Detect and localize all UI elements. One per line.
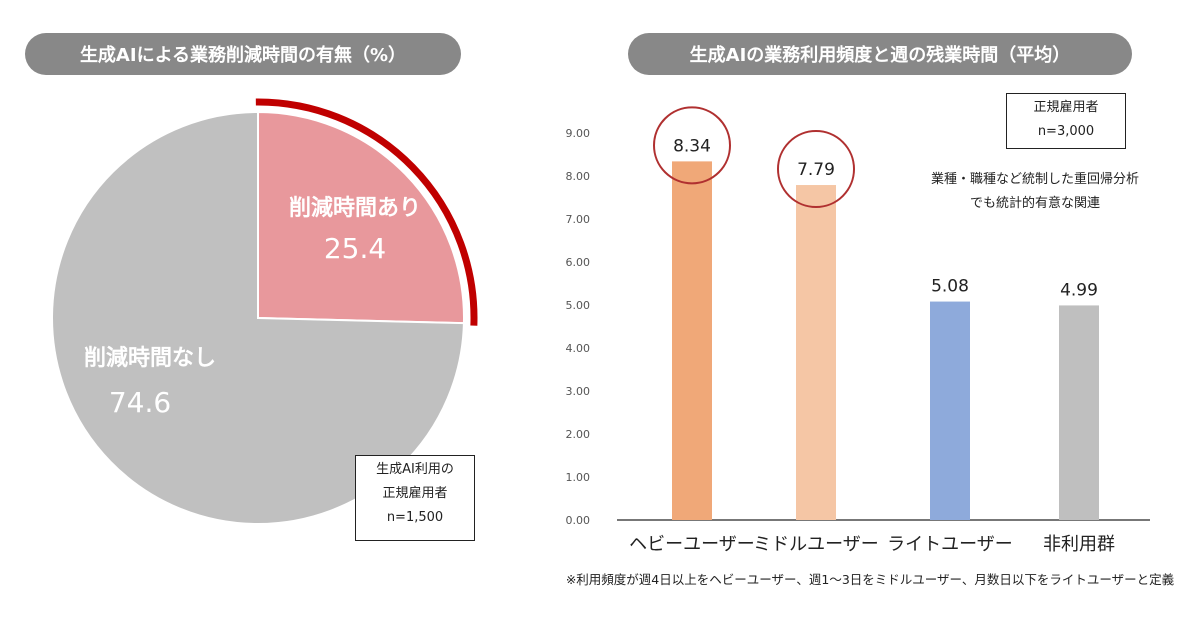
bar-value-2: 5.08 xyxy=(931,277,969,297)
y-tick-label: 1.00 xyxy=(566,471,591,484)
bar-2 xyxy=(930,301,970,520)
y-tick-label: 4.00 xyxy=(566,342,591,355)
bar-0 xyxy=(672,161,712,520)
highlight-circle-1 xyxy=(777,130,855,209)
pie-highlight-arc xyxy=(255,98,478,326)
y-tick-label: 5.00 xyxy=(566,299,591,312)
footnote: ※利用頻度が週4日以上をヘビーユーザー、週1～3日をミドルユーザー、月数日以下を… xyxy=(565,572,1175,587)
bar-title: 生成AIの業務利用頻度と週の残業時間（平均） xyxy=(628,33,1132,75)
regression-note: 業種・職種など統制した重回帰分析 でも統計的有意な関連 xyxy=(900,168,1170,216)
y-tick-label: 7.00 xyxy=(566,213,591,226)
pie-label-0: 削減時間あり xyxy=(289,196,421,221)
x-tick-label-1: ミドルユーザー xyxy=(753,534,879,555)
pie-value-1: 74.6 xyxy=(109,386,171,419)
y-tick-label: 8.00 xyxy=(566,170,591,183)
pie-slice-0 xyxy=(257,110,465,325)
bar-value-1: 7.79 xyxy=(797,160,835,180)
bar-sample-line1: 正規雇用者 xyxy=(1033,100,1099,115)
pie-label-1: 削減時間なし xyxy=(84,346,216,371)
x-tick-label-0: ヘビーユーザー xyxy=(629,534,755,555)
y-tick-label: 6.00 xyxy=(566,256,591,269)
x-tick-label-2: ライトユーザー xyxy=(887,534,1013,555)
highlight-circle-0 xyxy=(653,106,731,185)
bar-value-0: 8.34 xyxy=(673,136,711,156)
pie-sample-line1: 生成AI利用の xyxy=(376,462,454,477)
regression-note-line1: 業種・職種など統制した重回帰分析 xyxy=(930,172,1139,187)
pie-title: 生成AIによる業務削減時間の有無（%） xyxy=(25,33,461,75)
pie-sample-line3: n=1,500 xyxy=(386,510,444,525)
pie-value-0: 25.4 xyxy=(324,232,386,265)
pie-sample-box: 生成AI利用の 正規雇用者 n=1,500 xyxy=(355,455,475,541)
y-tick-label: 0.00 xyxy=(566,514,591,527)
regression-note-line2: でも統計的有意な関連 xyxy=(969,196,1100,211)
bar-3 xyxy=(1059,305,1099,520)
bar-1 xyxy=(796,185,836,520)
bar-sample-box: 正規雇用者 n=3,000 xyxy=(1006,93,1126,149)
y-tick-label: 3.00 xyxy=(566,385,591,398)
y-tick-label: 9.00 xyxy=(566,127,591,140)
bar-sample-line2: n=3,000 xyxy=(1037,124,1095,139)
y-tick-label: 2.00 xyxy=(566,428,591,441)
pie-sample-line2: 正規雇用者 xyxy=(382,486,448,501)
x-tick-label-3: 非利用群 xyxy=(1043,534,1115,555)
bar-value-3: 4.99 xyxy=(1060,280,1098,300)
